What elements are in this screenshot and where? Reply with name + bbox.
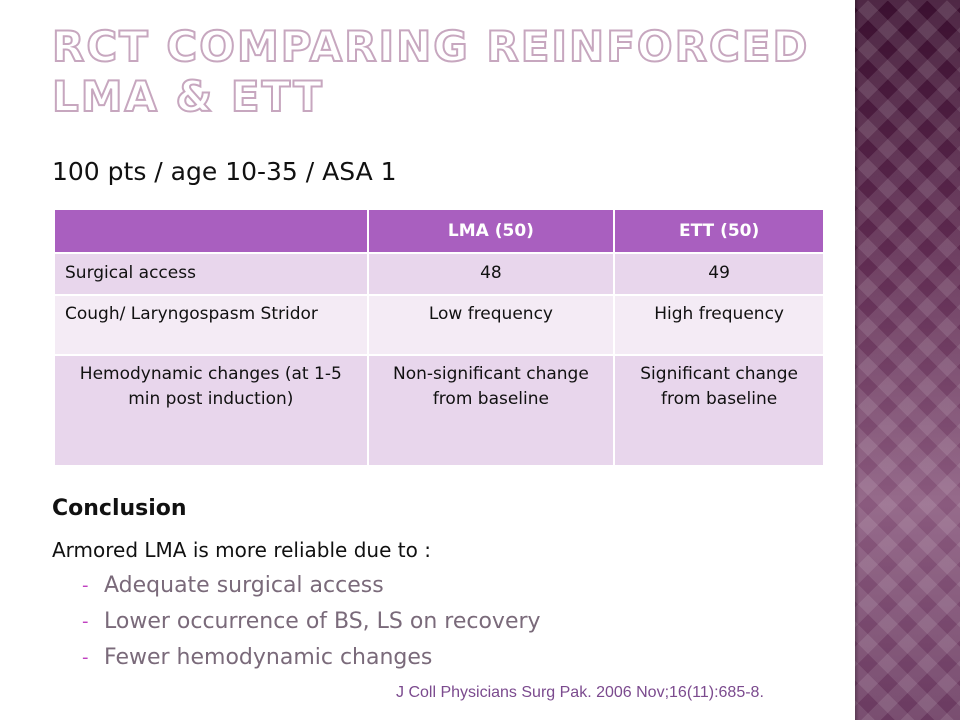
list-item: - Adequate surgical access xyxy=(82,568,541,604)
ett-value: 49 xyxy=(614,253,825,296)
point-text: Adequate surgical access xyxy=(104,573,384,598)
slide-title: RCT COMPARING REINFORCED LMA & ETT xyxy=(51,21,810,122)
dash-bullet-icon: - xyxy=(82,611,89,632)
citation: J Coll Physicians Surg Pak. 2006 Nov;16(… xyxy=(396,684,764,701)
comparison-table: LMA (50) ETT (50) Surgical access 48 49 … xyxy=(55,210,825,467)
header-ett: ETT (50) xyxy=(614,210,825,254)
band-shadow xyxy=(855,0,859,720)
lma-value: 48 xyxy=(367,253,616,296)
point-text: Lower occurrence of BS, LS on recovery xyxy=(104,609,541,634)
table-row: Hemodynamic changes (at 1-5 min post ind… xyxy=(55,355,825,467)
list-item: - Lower occurrence of BS, LS on recovery xyxy=(82,604,541,640)
decorative-side-band xyxy=(855,0,960,720)
lma-value: Non-significant change from baseline xyxy=(367,355,616,467)
row-label: Hemodynamic changes (at 1-5 min post ind… xyxy=(55,355,369,467)
header-empty xyxy=(55,210,369,254)
table-row: Cough/ Laryngospasm Stridor Low frequenc… xyxy=(55,295,825,356)
conclusion-points: - Adequate surgical access - Lower occurre… xyxy=(82,568,541,676)
point-text: Fewer hemodynamic changes xyxy=(104,645,433,670)
dash-bullet-icon: - xyxy=(82,647,89,668)
conclusion-text: Armored LMA is more reliable due to : xyxy=(52,538,431,562)
table-header-row: LMA (50) ETT (50) xyxy=(55,210,825,254)
table-row: Surgical access 48 49 xyxy=(55,253,825,296)
conclusion-heading: Conclusion xyxy=(52,496,187,521)
ett-value: High frequency xyxy=(614,295,825,356)
dash-bullet-icon: - xyxy=(82,575,89,596)
row-label: Cough/ Laryngospasm Stridor xyxy=(55,295,369,356)
header-lma: LMA (50) xyxy=(367,210,616,254)
lma-value: Low frequency xyxy=(367,295,616,356)
row-label: Surgical access xyxy=(55,253,369,296)
ett-value: Significant change from baseline xyxy=(614,355,825,467)
slide-subtitle: 100 pts / age 10-35 / ASA 1 xyxy=(52,157,397,186)
list-item: - Fewer hemodynamic changes xyxy=(82,640,541,676)
